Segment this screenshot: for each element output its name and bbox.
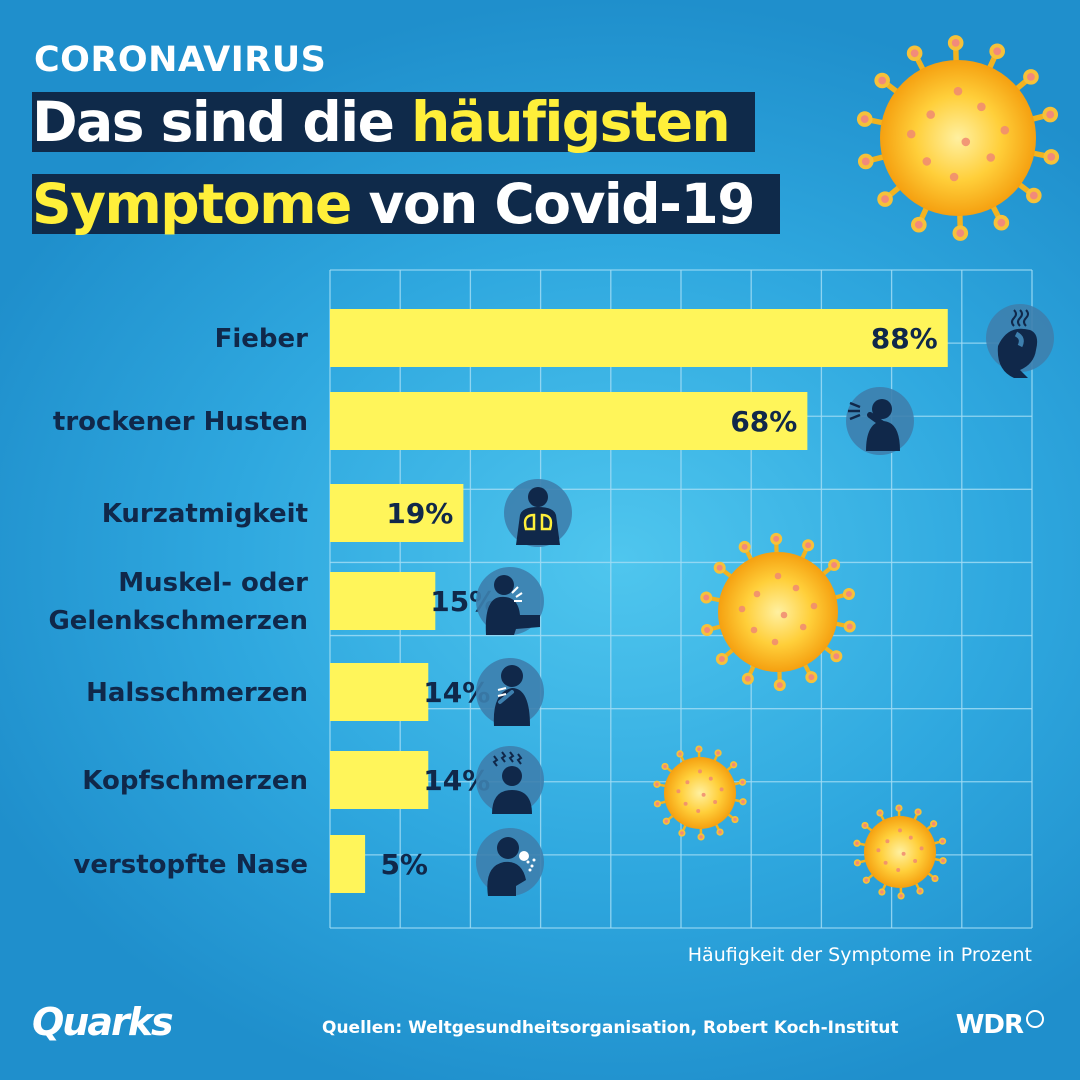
virus-illustration (700, 532, 856, 692)
bar (330, 572, 436, 630)
bar (330, 392, 808, 450)
bar (330, 751, 429, 809)
cough-icon (846, 387, 914, 455)
value-label: 5% (380, 848, 428, 881)
x-axis-caption: Häufigkeit der Symptome in Prozent (687, 944, 1032, 966)
bar (330, 663, 429, 721)
wdr-logo: WDR (956, 1010, 1044, 1040)
title-line-2: Symptome von Covid-19 (32, 172, 781, 236)
title-segment: Symptome (32, 172, 352, 236)
category-label: Gelenkschmerzen (48, 606, 308, 636)
virus-illustration (853, 804, 947, 900)
value-label: 19% (386, 497, 453, 530)
category-label: trockener Husten (53, 407, 308, 437)
joint-pain-icon (476, 567, 544, 635)
quarks-logo: Quarks (32, 1000, 174, 1044)
category-label: Halsschmerzen (86, 678, 308, 708)
value-label: 68% (730, 405, 797, 438)
sources-note: Quellen: Weltgesundheitsorganisation, Ro… (322, 1018, 899, 1038)
title-line-1: Das sind die häufigsten (32, 90, 756, 154)
bar (330, 309, 948, 367)
virus-illustration (653, 745, 747, 841)
sneeze-icon (476, 828, 544, 896)
kicker: CORONAVIRUS (34, 40, 327, 80)
title-segment: von Covid-19 (350, 172, 755, 236)
fever-icon (986, 304, 1054, 378)
category-label: verstopfte Nase (73, 850, 308, 880)
bar (330, 835, 366, 893)
virus-illustration (856, 35, 1060, 241)
title-segment: häufigsten (411, 90, 731, 154)
headache-icon (476, 746, 544, 814)
value-label: 88% (871, 322, 938, 355)
lungs-icon (504, 479, 572, 547)
sore-throat-icon (476, 658, 544, 726)
category-label: Kopfschmerzen (82, 766, 308, 796)
category-label: Muskel- oder (118, 568, 308, 598)
title-segment: Das sind die (32, 90, 412, 154)
category-label: Fieber (215, 324, 309, 354)
category-label: Kurzatmigkeit (102, 499, 308, 529)
bar (330, 484, 464, 542)
